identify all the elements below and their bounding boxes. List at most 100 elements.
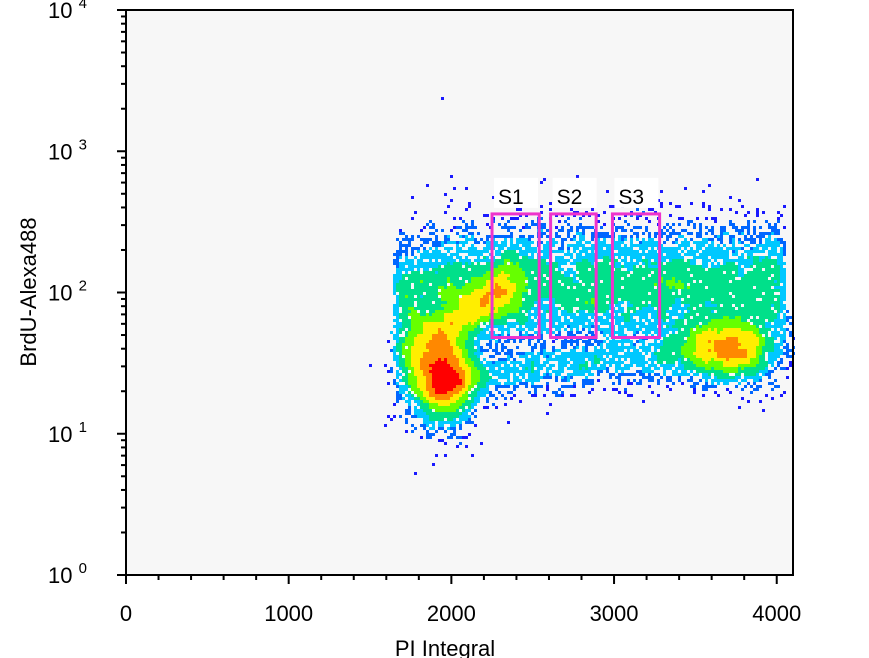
density-dot	[681, 229, 684, 232]
density-dot	[699, 274, 702, 277]
density-dot	[663, 277, 666, 280]
density-dot	[768, 319, 771, 322]
density-dot	[645, 265, 648, 268]
density-dot	[738, 247, 741, 250]
density-dot	[660, 259, 663, 262]
density-dot	[720, 352, 723, 355]
density-dot	[780, 322, 783, 325]
density-dot	[453, 355, 456, 358]
density-dot	[675, 310, 678, 313]
density-dot	[723, 310, 726, 313]
density-dot	[735, 304, 738, 307]
density-dot	[684, 268, 687, 271]
density-dot	[624, 334, 627, 337]
density-dot	[657, 358, 660, 361]
density-dot	[420, 280, 423, 283]
density-dot	[774, 280, 777, 283]
density-dot	[447, 262, 450, 265]
density-dot	[540, 250, 543, 253]
density-dot	[474, 304, 477, 307]
density-dot	[402, 307, 405, 310]
density-dot	[618, 310, 621, 313]
density-dot	[696, 355, 699, 358]
density-dot	[588, 214, 591, 217]
density-dot	[507, 358, 510, 361]
density-dot	[717, 340, 720, 343]
density-dot	[423, 298, 426, 301]
density-dots	[369, 97, 795, 475]
density-dot	[780, 271, 783, 274]
density-dot	[423, 262, 426, 265]
density-dot	[435, 346, 438, 349]
density-dot	[765, 349, 768, 352]
density-dot	[423, 271, 426, 274]
density-dot	[645, 271, 648, 274]
density-dot	[447, 277, 450, 280]
density-dot	[522, 319, 525, 322]
density-dot	[435, 262, 438, 265]
density-dot	[540, 295, 543, 298]
density-dot	[777, 238, 780, 241]
density-dot	[489, 298, 492, 301]
density-dot	[663, 343, 666, 346]
density-dot	[564, 322, 567, 325]
density-dot	[693, 250, 696, 253]
density-dot	[759, 355, 762, 358]
density-dot	[558, 256, 561, 259]
density-dot	[525, 256, 528, 259]
density-dot	[531, 361, 534, 364]
density-dot	[486, 301, 489, 304]
density-dot	[483, 241, 486, 244]
density-dot	[453, 241, 456, 244]
density-dot	[630, 352, 633, 355]
density-dot	[534, 271, 537, 274]
density-dot	[753, 262, 756, 265]
density-dot	[468, 322, 471, 325]
density-dot	[711, 358, 714, 361]
density-dot	[498, 235, 501, 238]
density-dot	[645, 325, 648, 328]
density-dot	[465, 331, 468, 334]
density-dot	[741, 262, 744, 265]
density-dot	[684, 355, 687, 358]
density-dot	[567, 232, 570, 235]
density-dot	[681, 316, 684, 319]
density-dot	[468, 202, 471, 205]
density-dot	[471, 286, 474, 289]
density-dot	[540, 265, 543, 268]
density-dot	[414, 307, 417, 310]
density-dot	[621, 307, 624, 310]
density-dot	[621, 349, 624, 352]
density-dot	[462, 286, 465, 289]
density-dot	[702, 349, 705, 352]
density-dot	[468, 265, 471, 268]
density-dot	[597, 274, 600, 277]
density-dot	[516, 304, 519, 307]
density-dot	[645, 247, 648, 250]
density-dot	[765, 256, 768, 259]
density-dot	[516, 244, 519, 247]
density-dot	[489, 235, 492, 238]
density-dot	[606, 331, 609, 334]
density-dot	[645, 352, 648, 355]
density-dot	[648, 244, 651, 247]
density-dot	[510, 316, 513, 319]
density-dot	[420, 349, 423, 352]
density-dot	[444, 274, 447, 277]
density-dot	[489, 241, 492, 244]
density-dot	[684, 247, 687, 250]
density-dot	[747, 328, 750, 331]
density-dot	[471, 325, 474, 328]
density-dot	[429, 238, 432, 241]
density-dot	[636, 217, 639, 220]
density-dot	[669, 334, 672, 337]
density-dot	[456, 268, 459, 271]
density-dot	[552, 277, 555, 280]
density-dot	[462, 307, 465, 310]
density-dot	[726, 325, 729, 328]
density-dot	[576, 325, 579, 328]
density-dot	[480, 334, 483, 337]
density-dot	[600, 289, 603, 292]
density-dot	[546, 319, 549, 322]
density-dot	[426, 286, 429, 289]
